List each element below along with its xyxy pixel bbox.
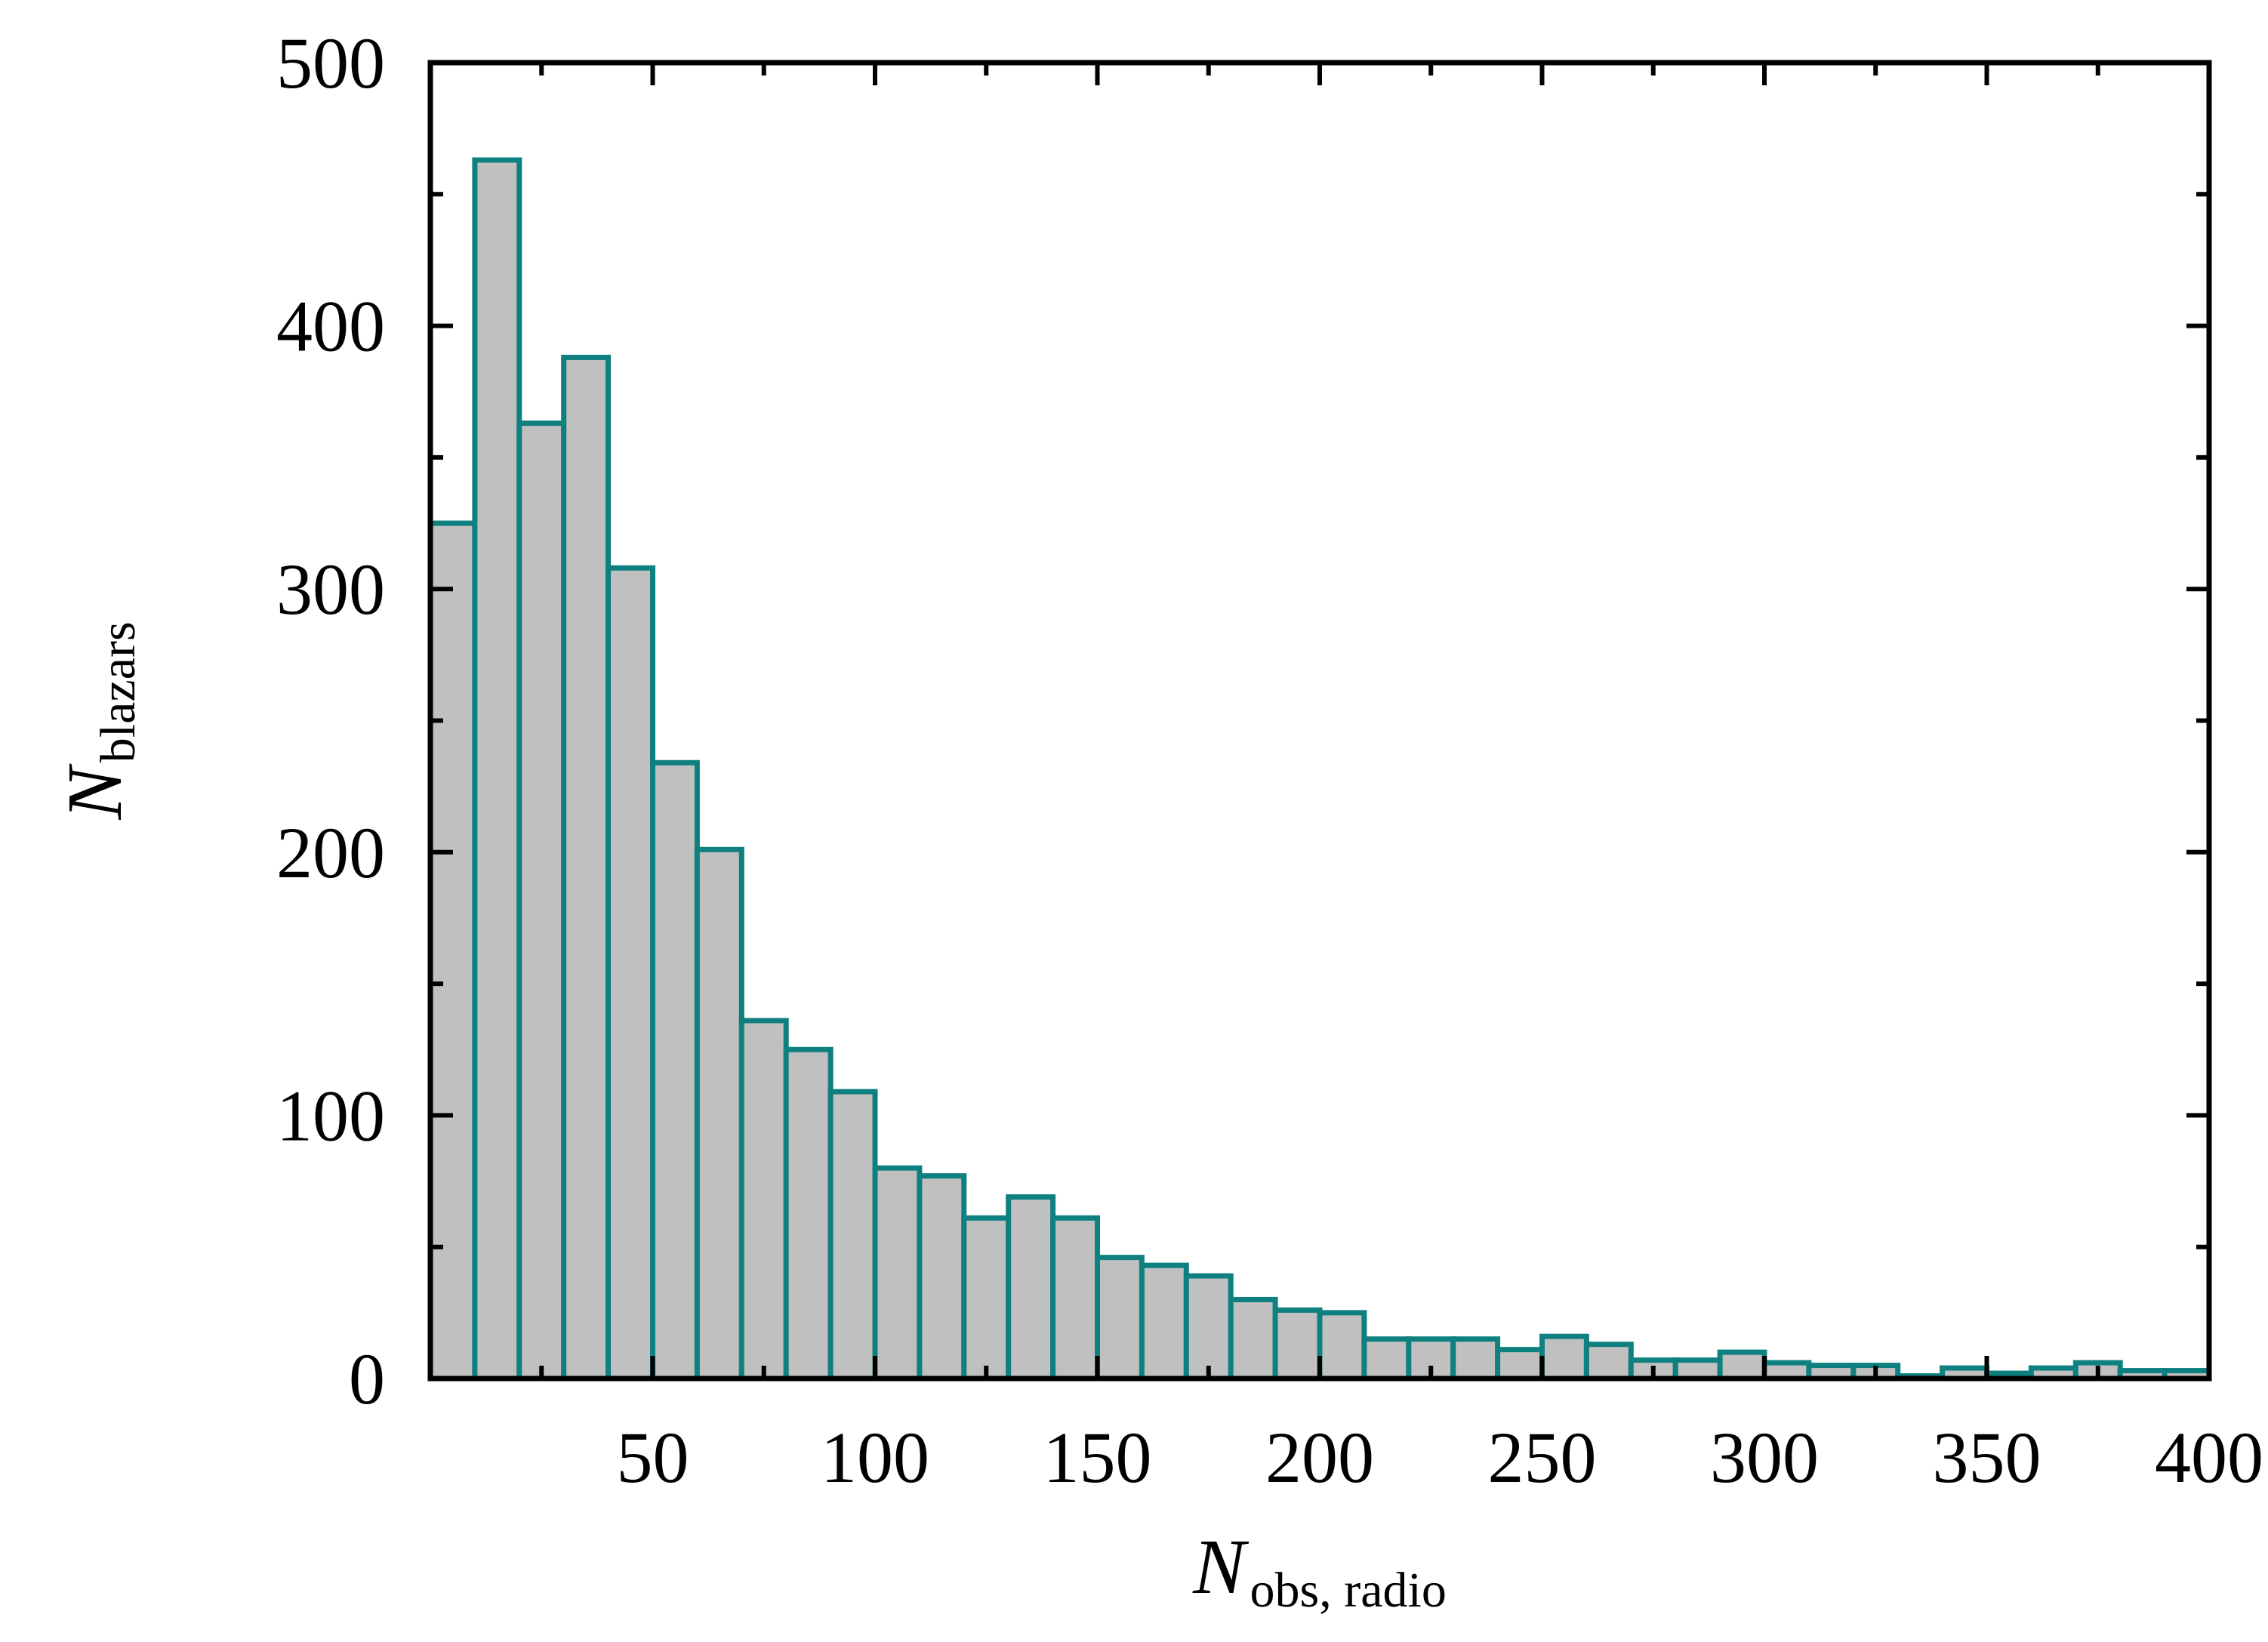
y-axis-label: Nblazars bbox=[51, 621, 146, 820]
x-tick-label-300: 300 bbox=[1710, 1417, 1819, 1498]
histogram-bar-13 bbox=[1006, 1194, 1056, 1382]
x-axis-label-sub: obs, radio bbox=[1250, 1563, 1447, 1618]
y-tick-label-100: 100 bbox=[276, 1075, 385, 1156]
histogram-bar-14 bbox=[1050, 1215, 1100, 1382]
y-tick-label-200: 200 bbox=[276, 812, 385, 893]
tick-labels-layer: 50 100 150 200 250 300 350 400 0 100 200 300 400 500 bbox=[276, 23, 2263, 1498]
x-tick-label-250: 250 bbox=[1488, 1417, 1597, 1498]
x-tick-label-200: 200 bbox=[1265, 1417, 1374, 1498]
histogram-bar-23 bbox=[1450, 1336, 1501, 1382]
histogram-bar-18 bbox=[1228, 1296, 1278, 1382]
histogram-bar-29 bbox=[1717, 1349, 1767, 1382]
y-tick-label-400: 400 bbox=[276, 286, 385, 367]
histogram-bar-28 bbox=[1672, 1357, 1723, 1382]
plot-frame bbox=[427, 60, 2212, 1382]
histogram-bar-8 bbox=[783, 1046, 834, 1382]
histogram-bar-12 bbox=[961, 1215, 1012, 1382]
histogram-bar-11 bbox=[917, 1173, 967, 1382]
x-tick-label-100: 100 bbox=[821, 1417, 929, 1498]
histogram-bar-17 bbox=[1183, 1273, 1234, 1382]
histogram-bar-9 bbox=[827, 1089, 878, 1382]
histogram-bar-3 bbox=[561, 354, 612, 1382]
histogram-bar-16 bbox=[1139, 1262, 1189, 1382]
y-axis-label-sub: blazars bbox=[91, 621, 146, 762]
histogram-bar-6 bbox=[694, 846, 744, 1382]
histogram-bar-15 bbox=[1095, 1255, 1145, 1382]
histogram-bar-21 bbox=[1361, 1336, 1412, 1382]
histogram-bar-19 bbox=[1272, 1307, 1323, 1382]
histogram-bar-20 bbox=[1317, 1310, 1367, 1382]
x-tick-label-50: 50 bbox=[617, 1417, 689, 1498]
y-tick-label-300: 300 bbox=[276, 549, 385, 630]
histogram-bar-25 bbox=[1539, 1333, 1589, 1382]
histogram-bar-10 bbox=[872, 1165, 923, 1382]
histogram-bar-2 bbox=[516, 421, 567, 1382]
y-tick-label-0: 0 bbox=[349, 1339, 385, 1419]
x-tick-label-350: 350 bbox=[1933, 1417, 2042, 1498]
x-tick-label-400: 400 bbox=[2155, 1417, 2263, 1498]
histogram-bar-4 bbox=[606, 565, 655, 1382]
y-axis-label-main: N bbox=[51, 763, 138, 821]
histogram-bar-0 bbox=[427, 520, 478, 1382]
histogram-bar-26 bbox=[1583, 1342, 1634, 1382]
histogram-bar-5 bbox=[650, 759, 700, 1382]
x-axis-label: Nobs, radio bbox=[1192, 1523, 1447, 1618]
histogram-bar-24 bbox=[1495, 1347, 1545, 1382]
y-tick-label-500: 500 bbox=[276, 23, 385, 103]
histogram-bar-7 bbox=[738, 1018, 789, 1382]
x-tick-label-150: 150 bbox=[1043, 1417, 1152, 1498]
x-axis-label-main: N bbox=[1192, 1523, 1250, 1610]
histogram-bar-1 bbox=[472, 157, 522, 1382]
bars-layer bbox=[427, 157, 2212, 1382]
